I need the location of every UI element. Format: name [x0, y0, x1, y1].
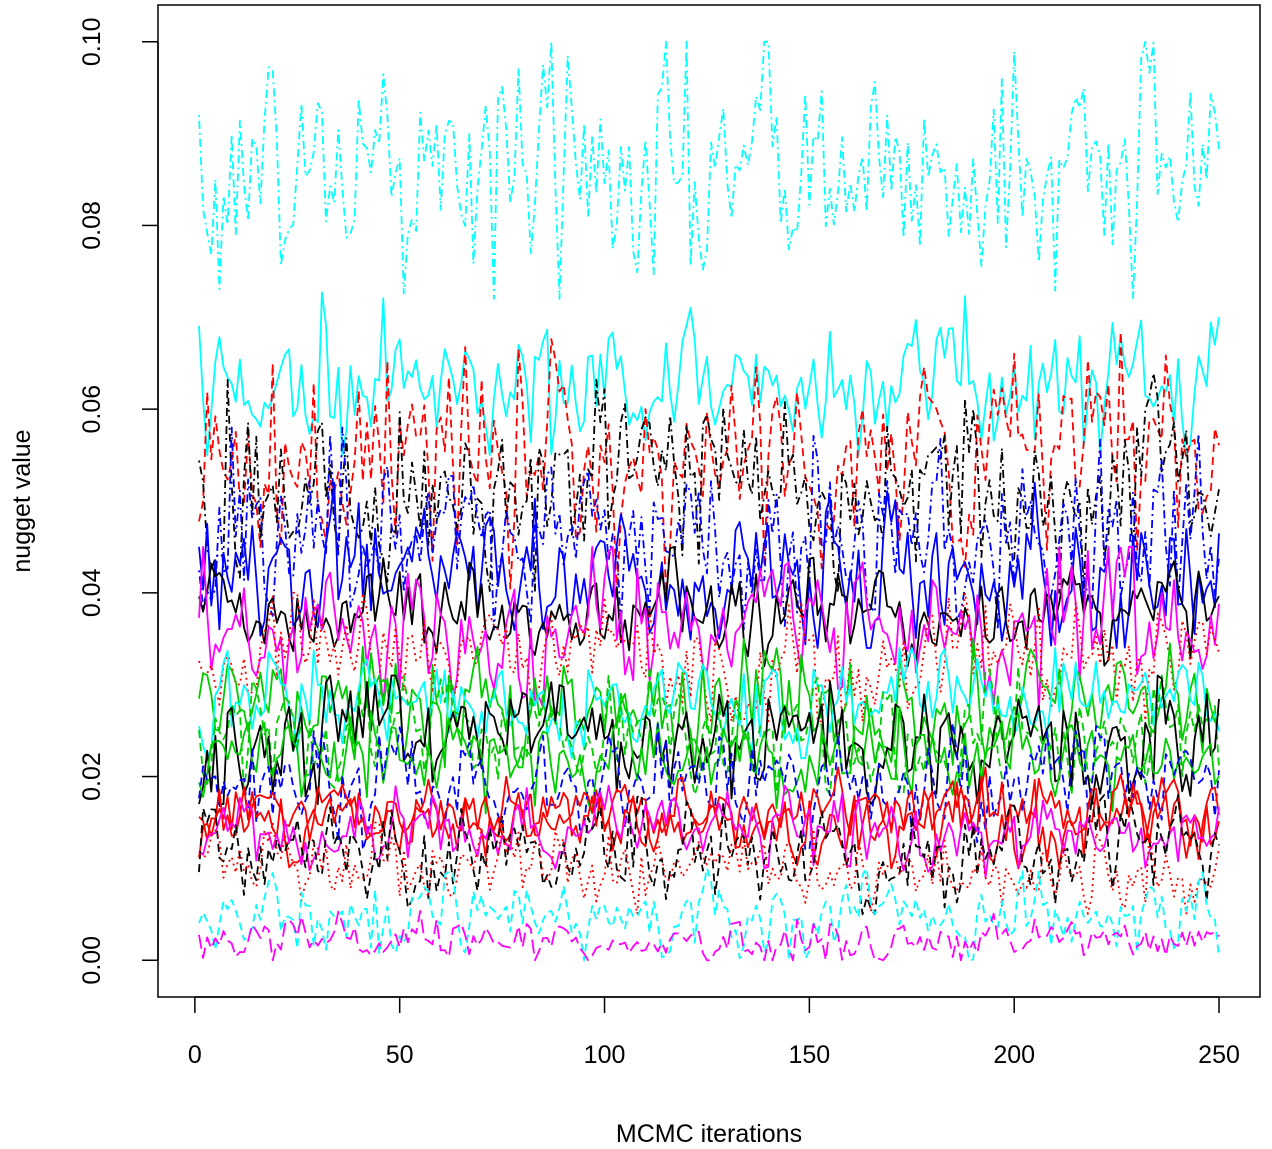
trace-series-3	[198, 331, 1220, 594]
trace-series-22	[198, 910, 1220, 962]
trace-series-20	[198, 821, 1220, 916]
trace-series-1	[198, 40, 1220, 300]
trace-series-19	[198, 794, 1220, 916]
y-tick-label: 0.06	[78, 385, 106, 434]
x-tick-label: 100	[584, 1041, 626, 1069]
x-tick-label: 250	[1198, 1041, 1240, 1069]
y-tick-label: 0.04	[78, 568, 106, 617]
y-tick-label: 0.10	[78, 17, 106, 66]
trace-series-8	[198, 546, 1220, 713]
trace-series-21	[198, 867, 1220, 962]
trace-series-6	[198, 481, 1220, 649]
x-tick-label: 200	[993, 1041, 1035, 1069]
trace-series-18	[198, 784, 1220, 879]
x-axis: 0 50 100 150 200 250	[188, 996, 1240, 1069]
trace-series-13	[198, 674, 1220, 805]
y-tick-label: 0.00	[78, 936, 106, 985]
trace-series-2	[198, 291, 1220, 457]
trace-series-17	[198, 775, 1220, 870]
trace-series-4	[198, 372, 1220, 594]
y-axis: 0.00 0.02 0.04 0.06 0.08 0.10	[78, 17, 159, 985]
y-tick-label: 0.02	[78, 752, 106, 801]
y-tick-label: 0.08	[78, 201, 106, 250]
x-tick-label: 0	[188, 1041, 202, 1069]
trace-series-5	[198, 426, 1220, 631]
trace-series-16	[198, 766, 1220, 861]
trace-series-11	[198, 647, 1220, 760]
y-axis-label: nugget value	[8, 429, 36, 572]
x-tick-label: 150	[789, 1041, 831, 1069]
x-axis-label: MCMC iterations	[616, 1120, 802, 1148]
series-layer	[198, 40, 1220, 962]
x-tick-label: 50	[386, 1041, 414, 1069]
